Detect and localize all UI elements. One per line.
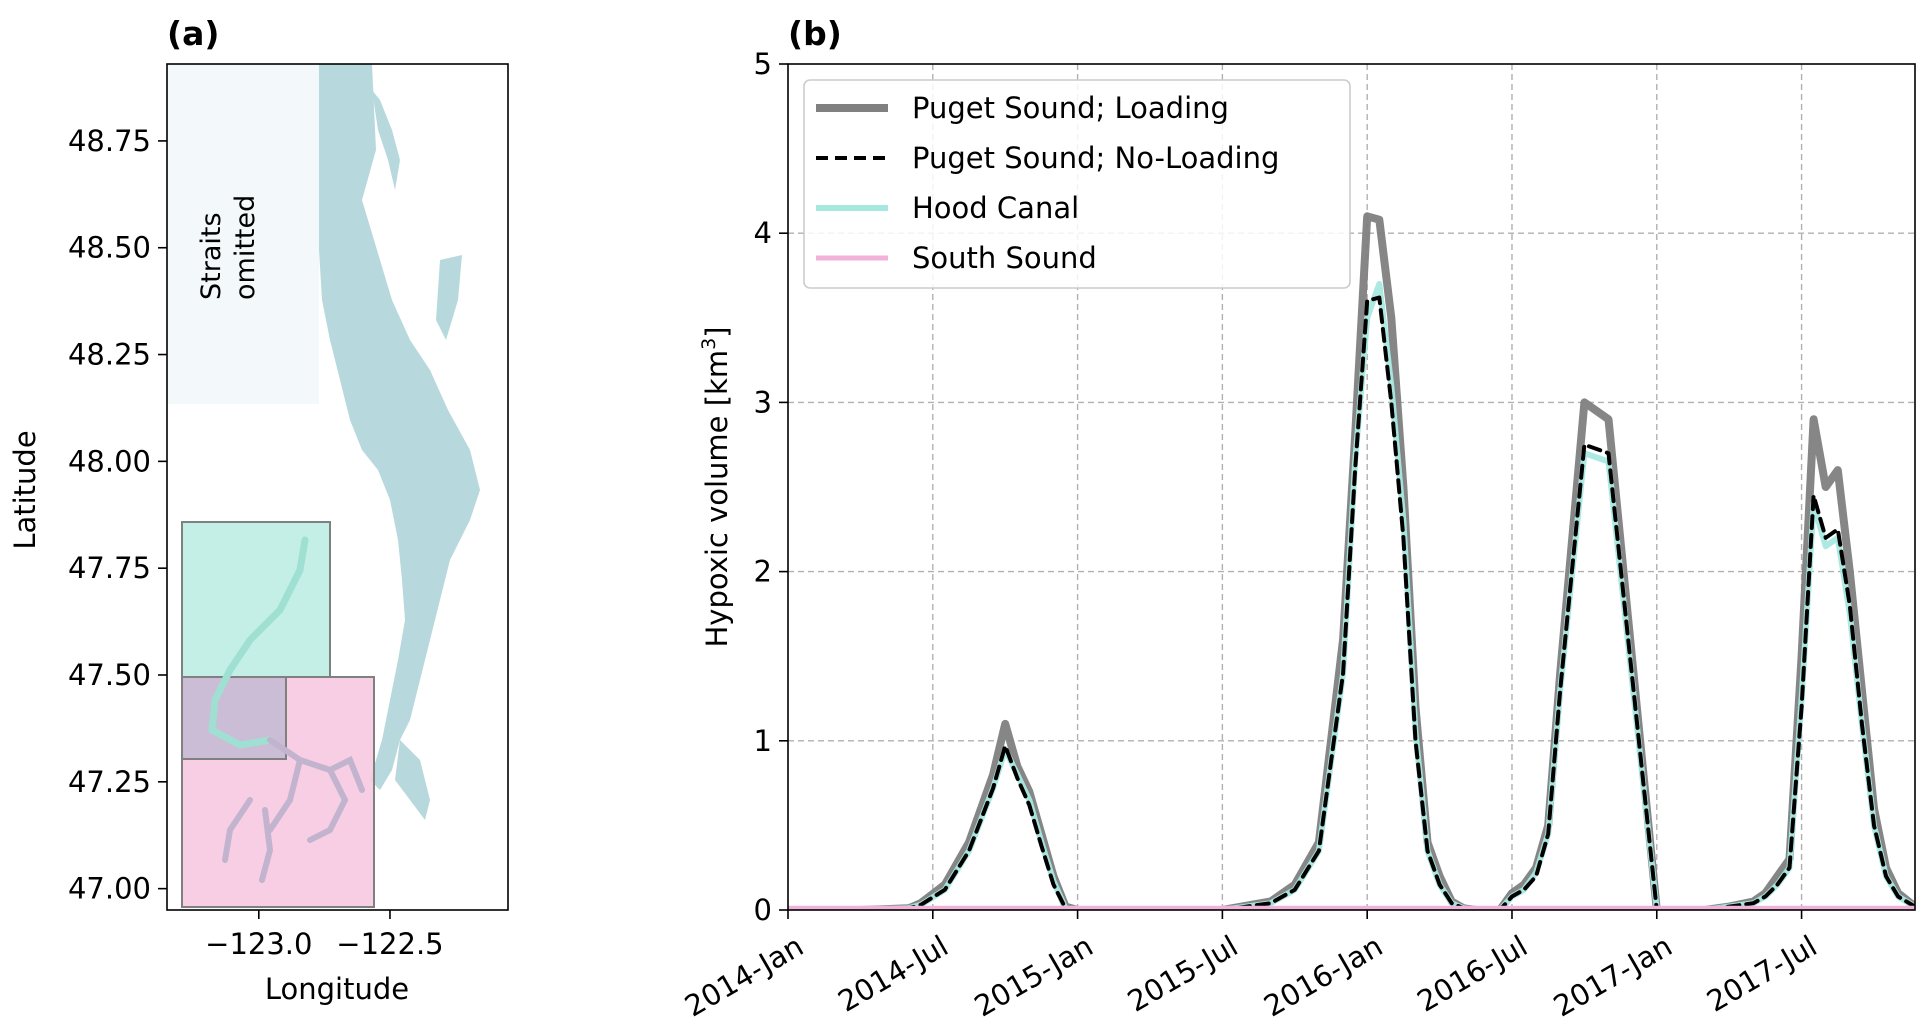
map-y-axis-label: Latitude: [8, 430, 42, 549]
y-axis-label-sup: 3: [698, 338, 720, 350]
map-y-ticks: 47.00 47.25 47.50 47.75 48.00 48.25 48.50 48.75: [68, 124, 167, 906]
straits-annotation-line1: Straits: [196, 212, 227, 300]
x-tick-label: 2017-Jan: [1548, 929, 1678, 1024]
straits-annotation-line2: omitted: [230, 195, 261, 300]
plot-frame: [787, 63, 1916, 911]
x-tick-label: 2016-Jul: [1411, 929, 1533, 1019]
puget-sound-south-arm: [395, 740, 430, 820]
x-axis-ticks: 2014-Jan 2014-Jul 2015-Jan 2015-Jul 2016-Jan…: [679, 910, 1823, 1023]
map-panel: (a): [8, 14, 509, 1006]
map-y-tick-label: 47.75: [68, 551, 151, 585]
legend: Puget Sound; Loading Puget Sound; No-Load…: [803, 79, 1351, 289]
map-y-tick-label: 48.00: [68, 444, 151, 478]
map-x-tick-label: −122.5: [336, 927, 443, 961]
map-plot-area: [167, 64, 480, 908]
map-x-ticks: −123.0 −122.5: [205, 910, 444, 961]
map-y-tick-label: 48.75: [68, 124, 151, 158]
straits-annotation: Straits omitted: [196, 195, 261, 300]
straits-omitted-region: [167, 64, 319, 404]
x-tick-label: 2014-Jul: [832, 929, 954, 1019]
legend-label: South Sound: [912, 241, 1097, 275]
y-tick-label: 4: [754, 216, 772, 250]
x-tick-label: 2015-Jul: [1122, 929, 1244, 1019]
water-bodies: [319, 64, 480, 820]
y-axis-label: Hypoxic volume [km3]: [698, 326, 734, 647]
y-tick-label: 2: [754, 555, 772, 589]
legend-label: Puget Sound; No-Loading: [912, 141, 1279, 175]
whidbey-basin: [372, 90, 400, 190]
y-tick-label: 0: [754, 893, 772, 927]
legend-label: Puget Sound; Loading: [912, 91, 1229, 125]
map-y-tick-label: 47.50: [68, 658, 151, 692]
panel-b-label: (b): [788, 14, 842, 53]
region-overlap: [181, 676, 287, 760]
hood-canal-channel: [208, 536, 309, 749]
hood-canal-region: [181, 521, 331, 678]
minor-channel: [436, 255, 462, 340]
panel-a-label: (a): [167, 14, 219, 53]
timeseries-panel: (b) 0 1 2 3 4 5 2014-Jan 2014-Jul 2015-Jan 2015-…: [679, 14, 1916, 1023]
y-tick-label: 1: [754, 724, 772, 758]
x-tick-label: 2014-Jan: [679, 929, 809, 1024]
y-axis-label-close: ]: [700, 326, 734, 337]
y-tick-label: 5: [754, 47, 772, 81]
map-y-tick-label: 47.25: [68, 765, 151, 799]
series-lines: [788, 212, 1915, 910]
south-sound-inlets: [222, 737, 365, 883]
x-tick-label: 2017-Jul: [1701, 929, 1823, 1019]
series-line-hood-canal: [788, 281, 1915, 910]
y-axis-label-main: Hypoxic volume [km: [700, 350, 734, 648]
y-axis-ticks: 0 1 2 3 4 5: [754, 47, 788, 927]
puget-sound-main-basin: [319, 64, 480, 790]
series-line-puget-sound-no-loading: [788, 295, 1915, 910]
map-y-tick-label: 47.00: [68, 872, 151, 906]
y-tick-label: 3: [754, 385, 772, 419]
map-y-tick-label: 48.25: [68, 338, 151, 372]
map-frame: [166, 63, 509, 911]
x-tick-label: 2015-Jan: [969, 929, 1099, 1024]
legend-box: [803, 79, 1351, 289]
map-x-axis-label: Longitude: [265, 972, 409, 1006]
legend-label: Hood Canal: [912, 191, 1079, 225]
map-y-tick-label: 48.50: [68, 231, 151, 265]
x-tick-label: 2016-Jan: [1258, 929, 1388, 1024]
map-x-tick-label: −123.0: [205, 927, 312, 961]
